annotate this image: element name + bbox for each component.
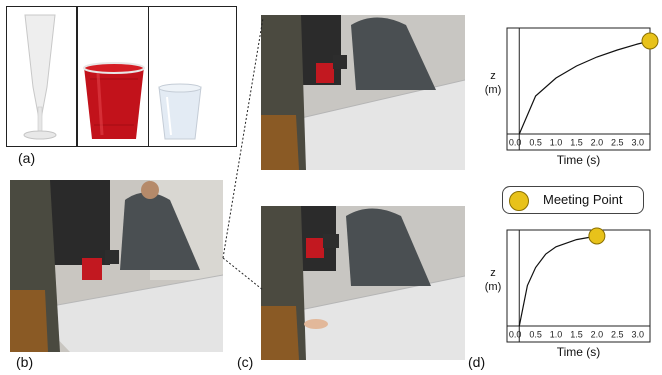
y-axis-unit: (m) [485,281,502,293]
x-tick-label: 3.0 [631,138,644,148]
panel-label-c: (c) [237,354,254,370]
x-tick-label: 2.5 [611,138,624,148]
trajectory-chart-bottom: 0.0 0.5 1.0 1.5 2.0 2.5 3.0 z (m) Time (s) [465,222,662,370]
y-axis-label: z [490,70,496,82]
panel-label-b: (b) [16,354,34,370]
y-axis-label: z [490,267,496,279]
plot-frame [506,229,651,343]
red-cup-image [83,62,145,139]
x-tick-label: 1.0 [550,138,563,148]
chart-bottom-svg: 0.0 0.5 1.0 1.5 2.0 2.5 3.0 z (m) Time (s) [485,227,651,359]
x-axis-label: Time (s) [557,153,601,167]
legend-label: Meeting Point [543,192,623,207]
panel-label-d: (d) [468,354,486,370]
x-tick-label: 2.0 [591,138,604,148]
meeting-point-legend: Meeting Point [502,186,644,214]
chart-top-svg: 0.0 0.5 1.0 1.5 2.0 2.5 3.0 z (m) Time (s) [485,27,659,167]
meeting-point-marker [588,227,606,245]
x-tick-label: 1.5 [570,330,583,340]
x-tick-label: 1.5 [570,138,583,148]
x-axis-label: Time (s) [557,345,601,359]
photo-handover-start [261,15,465,170]
plot-frame [506,27,651,151]
photo-handover-wide [10,180,223,352]
x-tick-label: 0.0 [509,138,522,148]
y-axis-unit: (m) [485,84,502,96]
photo-handover-meet [261,206,465,360]
meeting-point-marker [641,32,659,50]
trajectory-line [518,40,651,135]
cup-panel-red-cup [77,6,149,147]
x-tick-label: 0.5 [529,330,542,340]
trajectory-line [518,235,598,327]
x-tick-label: 2.0 [591,330,604,340]
x-tick-label: 3.0 [631,330,644,340]
x-tick-label: 1.0 [550,330,563,340]
panel-label-a: (a) [18,150,36,166]
x-tick-label: 0.0 [509,330,522,340]
champagne-flute-image [23,14,57,140]
trajectory-chart-top: 0.0 0.5 1.0 1.5 2.0 2.5 3.0 z (m) Time (s) [465,20,662,180]
cup-panel-champagne [6,6,77,147]
x-tick-label: 0.5 [529,138,542,148]
x-tick-label: 2.5 [611,330,624,340]
cup-panel-plastic-cup [148,6,237,147]
meeting-point-marker-icon [509,191,529,211]
plastic-cup-image [158,83,202,140]
